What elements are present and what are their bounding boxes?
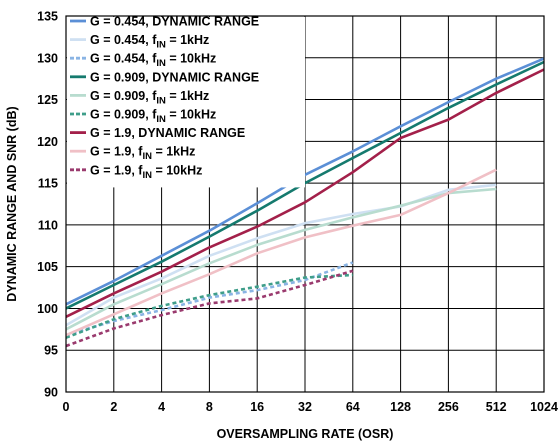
x-tick-label: 128 (390, 400, 411, 414)
y-tick-label: 110 (38, 218, 58, 232)
legend-entry: G = 0.454, fIN = 10kHz (90, 52, 216, 69)
series-line (65, 168, 497, 337)
legend-entry: G = 0.909, fIN = 1kHz (90, 89, 209, 107)
legend: G = 0.454, DYNAMIC RANGE G = 0.454, fIN =… (70, 15, 259, 181)
x-tick-label: 16 (250, 400, 264, 414)
series-line (65, 68, 545, 318)
y-axis-label: DYNAMIC RANGE AND SNR (dB) (5, 106, 19, 301)
legend-entry: G = 1.9, DYNAMIC RANGE (90, 126, 245, 140)
x-tick-label: 4 (158, 400, 165, 414)
x-axis-label: OVERSAMPLING RATE (OSR) (217, 427, 394, 441)
y-tick-label: 120 (37, 135, 58, 149)
x-tick-labels: 0 2 4 8 16 32 64 128 256 512 1024 (63, 400, 558, 414)
x-tick-label: 0 (63, 400, 70, 414)
x-tick-label: 512 (486, 400, 507, 414)
y-tick-label: 125 (37, 93, 58, 107)
y-tick-label: 130 (37, 51, 58, 65)
x-tick-label: 32 (298, 400, 312, 414)
legend-entry: G = 0.909, DYNAMIC RANGE (90, 70, 259, 84)
y-tick-label: 100 (37, 302, 58, 316)
y-tick-label: 90 (44, 386, 58, 400)
y-tick-label: 115 (38, 177, 58, 191)
legend-entry: G = 0.454, fIN = 1kHz (90, 33, 209, 51)
legend-entry: G = 1.9, fIN = 1kHz (90, 145, 195, 163)
legend-entry: G = 1.9, fIN = 10kHz (90, 163, 202, 181)
series-line (65, 273, 353, 339)
series-line (65, 183, 497, 327)
x-tick-label: 256 (438, 400, 459, 414)
legend-entry: G = 0.909, fIN = 10kHz (90, 108, 216, 126)
series-line (65, 187, 497, 331)
x-tick-label: 2 (110, 400, 117, 414)
x-tick-label: 1024 (530, 400, 558, 414)
series-line (65, 261, 354, 337)
y-tick-label: 95 (44, 344, 58, 358)
legend-entry: G = 0.454, DYNAMIC RANGE (90, 15, 259, 29)
plot-frame (65, 15, 545, 393)
y-tick-labels: 90 95 100 105 110 115 120 125 130 135 (37, 10, 58, 400)
y-tick-label: 105 (37, 260, 58, 274)
series-line (65, 269, 354, 348)
x-tick-label: 8 (206, 400, 213, 414)
x-tick-label: 64 (346, 400, 360, 414)
y-tick-label: 135 (37, 10, 58, 24)
legend-background (67, 17, 305, 188)
